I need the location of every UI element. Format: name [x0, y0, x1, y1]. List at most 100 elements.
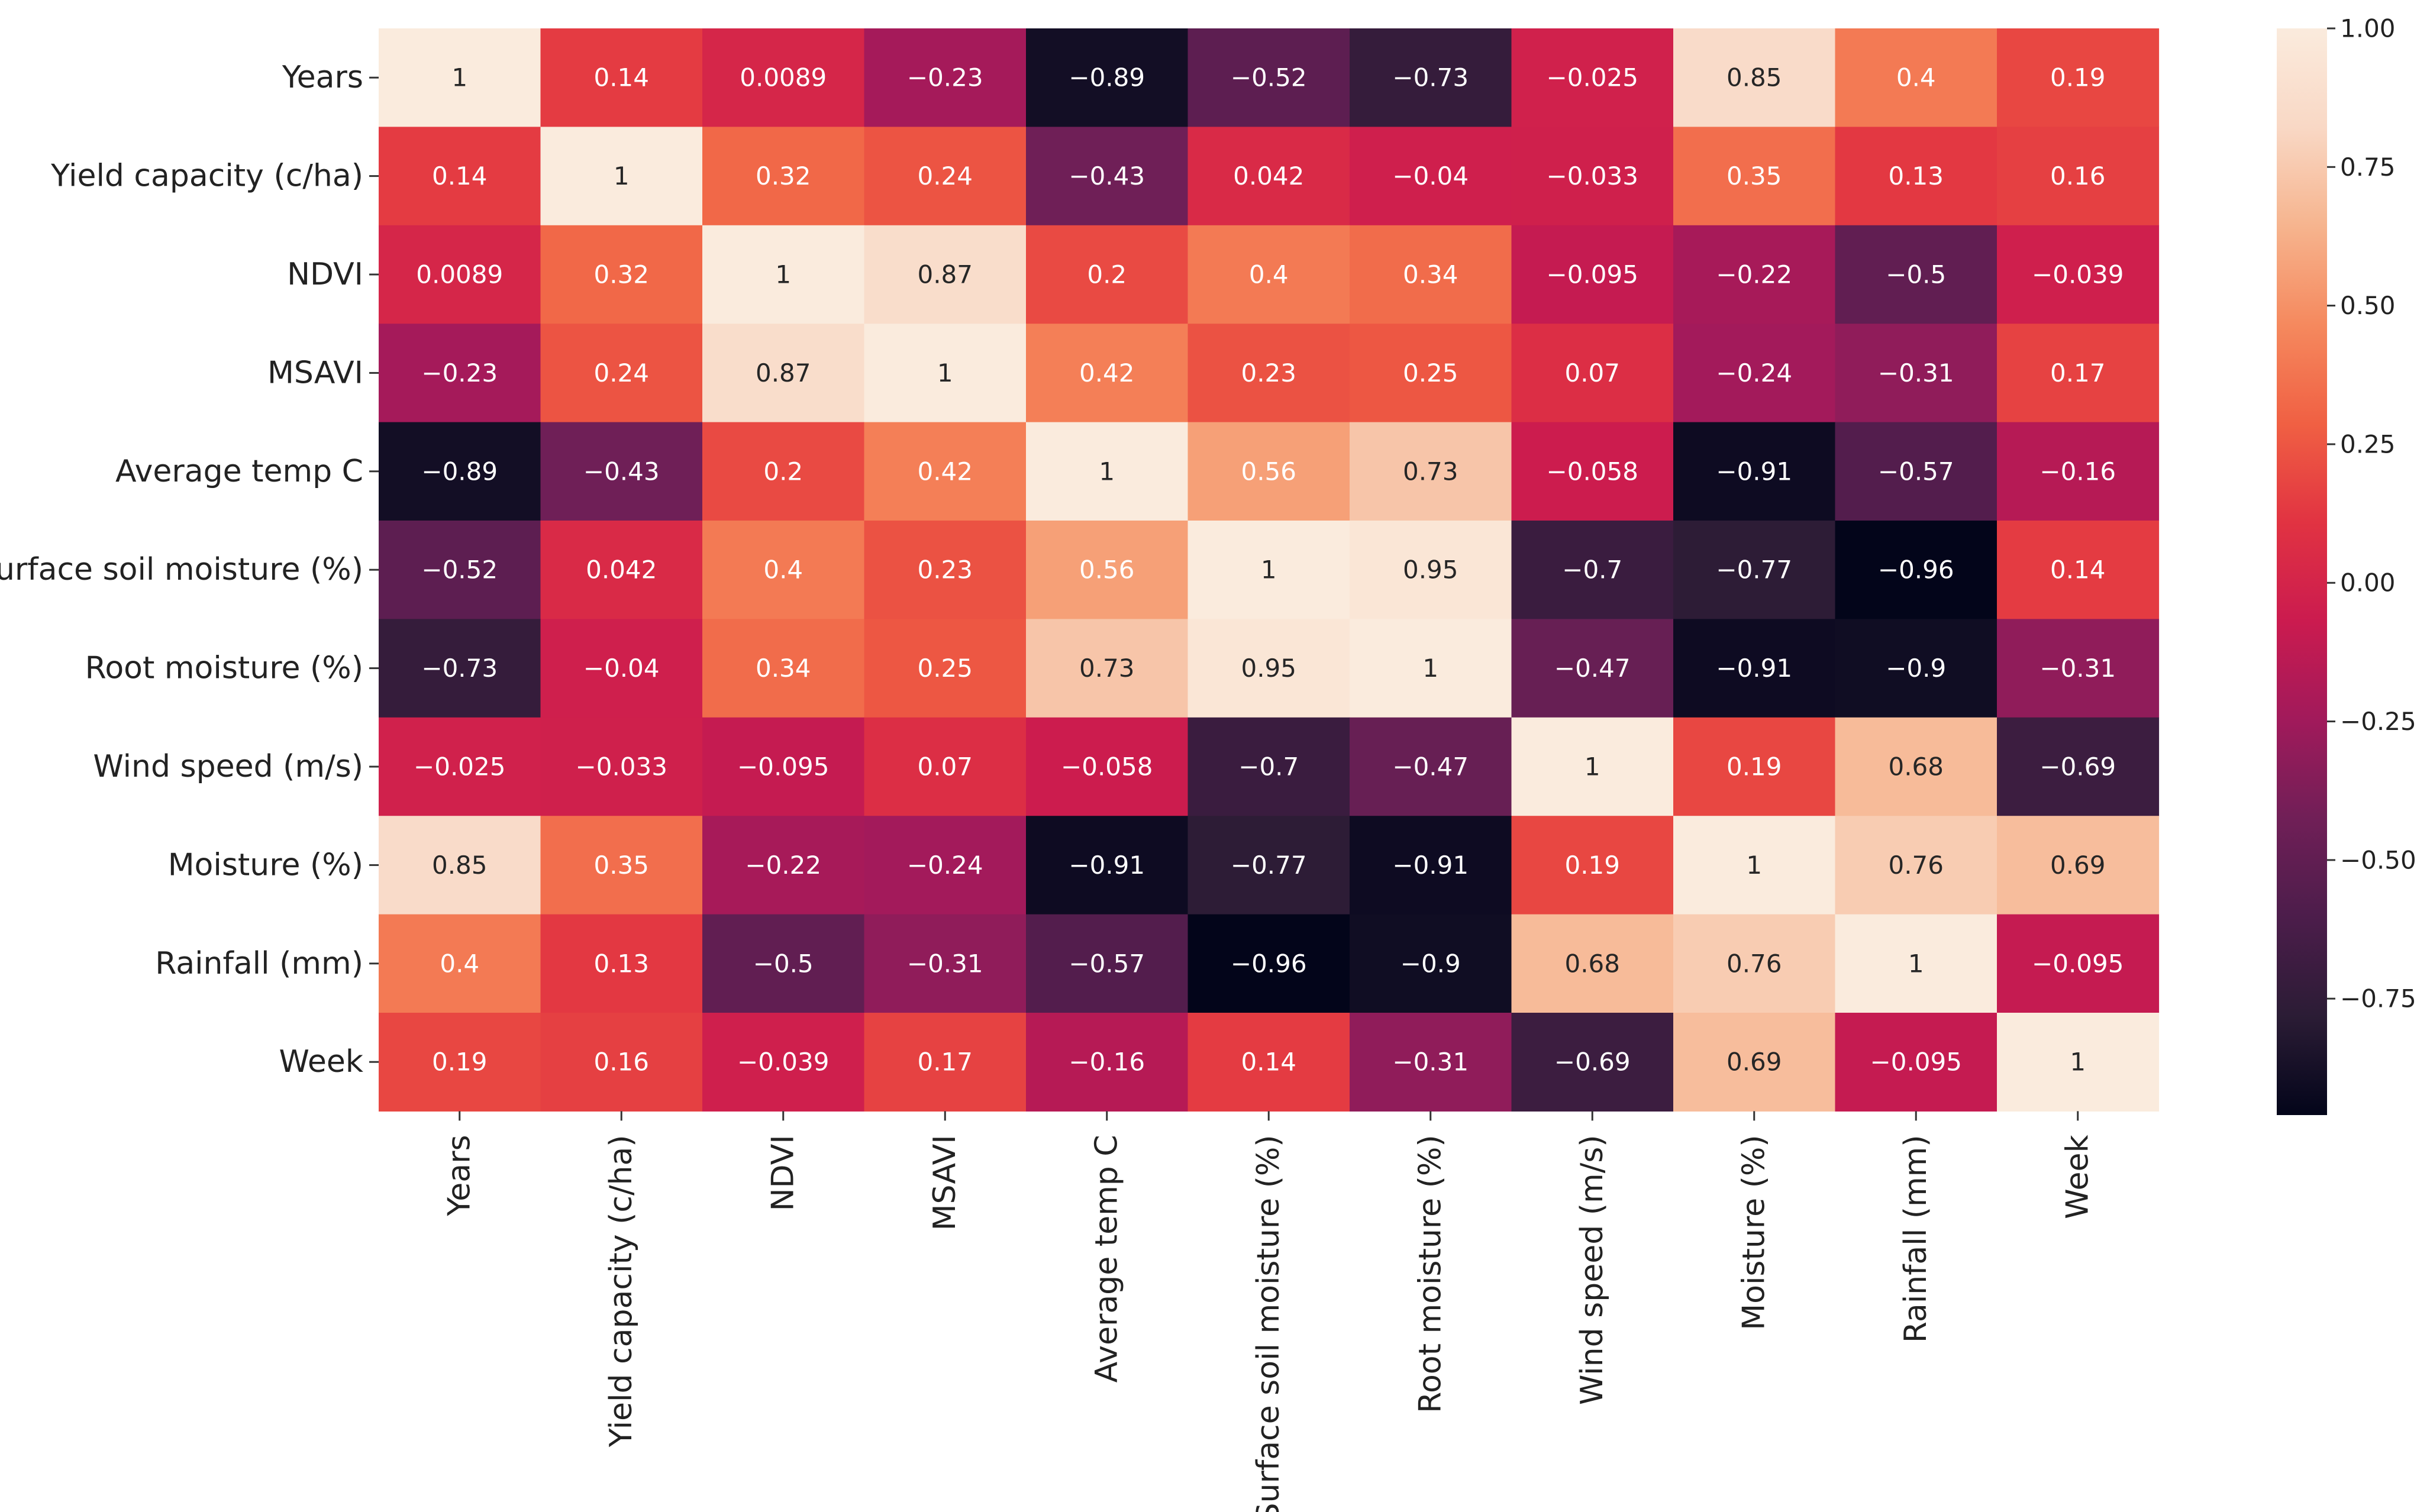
- heatmap-cell-7-1: [540, 717, 703, 816]
- heatmap-cell-8-1: [540, 816, 703, 915]
- heatmap-cell-9-3: [864, 914, 1027, 1013]
- heatmap-cell-9-10: [1997, 914, 2160, 1013]
- heatmap-cell-4-1: [540, 422, 703, 521]
- colorbar-tick-label-6: −0.50: [2340, 845, 2416, 874]
- x-tick-label-1: Yield capacity (c/ha): [604, 1135, 639, 1448]
- heatmap-cell-10-3: [864, 1013, 1027, 1112]
- cell-value-1-9: 0.13: [1888, 161, 1944, 190]
- heatmap-cell-3-1: [540, 324, 703, 423]
- cell-value-3-2: 0.87: [756, 358, 811, 387]
- heatmap-cell-2-5: [1187, 225, 1350, 324]
- heatmap-cell-6-0: [379, 619, 541, 718]
- cell-value-1-0: 0.14: [432, 161, 488, 190]
- cell-value-2-10: −0.039: [2032, 260, 2124, 289]
- heatmap-cell-10-10: [1997, 1013, 2160, 1112]
- heatmap-cell-9-1: [540, 914, 703, 1013]
- heatmap-cell-7-6: [1350, 717, 1512, 816]
- cell-value-0-7: −0.025: [1547, 63, 1638, 92]
- cell-value-2-1: 0.32: [593, 260, 649, 289]
- heatmap-cell-0-9: [1835, 28, 1997, 127]
- x-tick-label-4: Average temp C: [1089, 1135, 1125, 1382]
- heatmap-cell-2-6: [1350, 225, 1512, 324]
- y-tick-label-0: Years: [282, 60, 363, 95]
- heatmap-cell-0-7: [1511, 28, 1674, 127]
- cell-value-9-9: 1: [1908, 949, 1924, 978]
- heatmap-cell-2-1: [540, 225, 703, 324]
- cell-value-6-6: 1: [1422, 654, 1438, 683]
- heatmap-cell-0-4: [1026, 28, 1189, 127]
- x-axis: Years Yield capacity (c/ha) NDVI MSAVI Avera…: [442, 1111, 2096, 1512]
- heatmap-cell-4-5: [1187, 422, 1350, 521]
- heatmap-cell-9-9: [1835, 914, 1997, 1013]
- cell-value-8-2: −0.22: [745, 851, 821, 880]
- cell-value-10-10: 1: [2070, 1048, 2086, 1077]
- heatmap-cell-1-9: [1835, 127, 1997, 226]
- cell-value-1-1: 1: [614, 161, 630, 190]
- cell-value-2-4: 0.2: [1087, 260, 1127, 289]
- y-tick-label-8: Moisture (%): [168, 847, 363, 883]
- heatmap-cell-8-6: [1350, 816, 1512, 915]
- cell-value-9-7: 0.68: [1564, 949, 1620, 978]
- heatmap-cell-2-4: [1026, 225, 1189, 324]
- heatmap-cell-3-9: [1835, 324, 1997, 423]
- heatmap-cell-6-9: [1835, 619, 1997, 718]
- heatmap-cell-0-8: [1673, 28, 1836, 127]
- cell-value-8-7: 0.19: [1564, 851, 1620, 880]
- heatmap-cell-5-5: [1187, 521, 1350, 619]
- heatmap-cell-5-1: [540, 521, 703, 619]
- heatmap-cell-8-0: [379, 816, 541, 915]
- cell-value-4-6: 0.73: [1403, 457, 1458, 486]
- cell-value-7-10: −0.69: [2039, 752, 2116, 781]
- cell-value-7-5: −0.7: [1238, 752, 1299, 781]
- cell-value-10-3: 0.17: [917, 1048, 973, 1077]
- colorbar-tick-label-7: −0.75: [2340, 984, 2416, 1013]
- cell-value-7-6: −0.47: [1392, 752, 1469, 781]
- cell-value-10-8: 0.69: [1727, 1048, 1782, 1077]
- cell-value-3-6: 0.25: [1403, 358, 1458, 387]
- cell-value-7-2: −0.095: [737, 752, 829, 781]
- cell-value-3-8: −0.24: [1716, 358, 1792, 387]
- cell-value-4-9: −0.57: [1878, 457, 1954, 486]
- heatmap-cell-1-0: [379, 127, 541, 226]
- heatmap-cell-5-3: [864, 521, 1027, 619]
- heatmap-cell-7-7: [1511, 717, 1674, 816]
- cell-value-5-0: −0.52: [421, 555, 498, 584]
- heatmap-cell-3-5: [1187, 324, 1350, 423]
- cell-value-0-8: 0.85: [1727, 63, 1782, 92]
- cell-value-4-2: 0.2: [763, 457, 803, 486]
- cell-value-2-8: −0.22: [1716, 260, 1792, 289]
- cell-value-2-3: 0.87: [917, 260, 973, 289]
- heatmap-cell-5-6: [1350, 521, 1512, 619]
- cell-value-6-8: −0.91: [1716, 654, 1792, 683]
- cell-value-3-10: 0.17: [2050, 358, 2106, 387]
- cell-value-0-9: 0.4: [1896, 63, 1936, 92]
- cell-value-5-2: 0.4: [763, 555, 803, 584]
- cell-value-8-0: 0.85: [432, 851, 488, 880]
- cell-value-5-1: 0.042: [586, 555, 657, 584]
- heatmap-cell-9-2: [702, 914, 865, 1013]
- cell-value-9-0: 0.4: [440, 949, 479, 978]
- heatmap-cell-0-6: [1350, 28, 1512, 127]
- cell-value-9-4: −0.57: [1069, 949, 1145, 978]
- colorbar-tick-label-4: 0.00: [2340, 568, 2396, 597]
- y-tick-label-10: Week: [279, 1044, 363, 1080]
- colorbar-tick-label-0: 1.00: [2340, 14, 2396, 43]
- cell-value-9-2: −0.5: [753, 949, 814, 978]
- heatmap-cell-6-5: [1187, 619, 1350, 718]
- cell-value-10-9: −0.095: [1870, 1048, 1962, 1077]
- cell-value-0-5: −0.52: [1231, 63, 1307, 92]
- cell-value-9-1: 0.13: [593, 949, 649, 978]
- colorbar-gradient: [2277, 28, 2327, 1115]
- cell-value-2-2: 1: [775, 260, 791, 289]
- heatmap-cell-3-6: [1350, 324, 1512, 423]
- heatmap-cell-6-6: [1350, 619, 1512, 718]
- heatmap-cell-0-5: [1187, 28, 1350, 127]
- cell-value-0-4: −0.89: [1069, 63, 1145, 92]
- cell-value-10-0: 0.19: [432, 1048, 488, 1077]
- heatmap-cell-6-4: [1026, 619, 1189, 718]
- cell-value-5-5: 1: [1261, 555, 1277, 584]
- cell-value-3-1: 0.24: [593, 358, 649, 387]
- heatmap-cell-4-6: [1350, 422, 1512, 521]
- heatmap-cell-8-2: [702, 816, 865, 915]
- cell-value-0-1: 0.14: [593, 63, 649, 92]
